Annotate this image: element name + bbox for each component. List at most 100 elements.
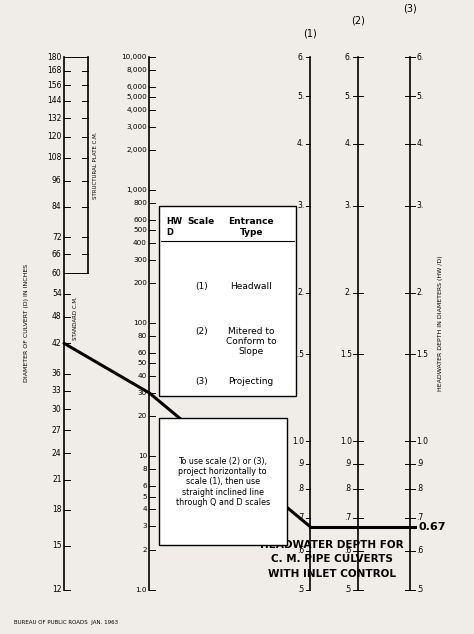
Text: 144: 144 <box>47 96 62 105</box>
Text: 100: 100 <box>133 320 147 327</box>
Text: 168: 168 <box>47 66 62 75</box>
Text: .5: .5 <box>345 585 352 594</box>
Text: (2): (2) <box>195 327 208 335</box>
Text: 2: 2 <box>142 547 147 553</box>
Text: 40: 40 <box>137 373 147 379</box>
Text: 96: 96 <box>52 176 62 185</box>
Text: .7: .7 <box>345 513 352 522</box>
Text: HW
D: HW D <box>166 217 182 237</box>
Text: 400: 400 <box>133 240 147 246</box>
Text: 1.0: 1.0 <box>136 586 147 593</box>
Text: 4.: 4. <box>345 139 352 148</box>
Text: 120: 120 <box>47 133 62 141</box>
Text: (3): (3) <box>195 377 208 386</box>
Text: STRUCTURAL PLATE C.M.: STRUCTURAL PLATE C.M. <box>93 131 99 199</box>
Text: DISCHARGE (Q) IN CFS: DISCHARGE (Q) IN CFS <box>161 288 166 359</box>
Text: 1.5: 1.5 <box>340 350 352 359</box>
FancyBboxPatch shape <box>159 206 296 396</box>
Text: 1,000: 1,000 <box>126 187 147 193</box>
Text: 2,000: 2,000 <box>126 147 147 153</box>
Text: .7: .7 <box>297 513 304 522</box>
Text: (1): (1) <box>195 282 208 291</box>
Text: .5: .5 <box>297 585 304 594</box>
Text: .6: .6 <box>345 546 352 555</box>
Text: 3: 3 <box>142 523 147 529</box>
Text: 18: 18 <box>52 505 62 514</box>
Text: 2.: 2. <box>345 288 352 297</box>
Text: .9: .9 <box>416 459 423 468</box>
Text: 60: 60 <box>137 350 147 356</box>
Text: 2.: 2. <box>416 288 423 297</box>
Text: 10: 10 <box>137 453 147 460</box>
Text: 15: 15 <box>52 541 62 550</box>
Text: 132: 132 <box>47 113 62 122</box>
Text: 180: 180 <box>47 53 62 61</box>
Text: 60: 60 <box>52 269 62 278</box>
Text: 3.: 3. <box>297 201 304 210</box>
Text: .6: .6 <box>416 546 423 555</box>
Text: 6.: 6. <box>297 53 304 61</box>
Text: 36: 36 <box>52 369 62 378</box>
Text: Mitered to
Conform to
Slope: Mitered to Conform to Slope <box>226 327 276 356</box>
Text: .5: .5 <box>416 585 423 594</box>
Text: WITH INLET CONTROL: WITH INLET CONTROL <box>268 569 396 579</box>
Text: 6.: 6. <box>416 53 423 61</box>
Text: Projecting: Projecting <box>228 377 274 386</box>
Text: 27: 27 <box>52 425 62 435</box>
Text: 156: 156 <box>47 81 62 89</box>
Text: .6: .6 <box>297 546 304 555</box>
Text: 4: 4 <box>142 507 147 512</box>
Text: 6.: 6. <box>345 53 352 61</box>
Text: .8: .8 <box>297 484 304 493</box>
FancyBboxPatch shape <box>159 418 287 545</box>
Text: .8: .8 <box>345 484 352 493</box>
Text: (3): (3) <box>403 4 417 14</box>
Text: 33: 33 <box>52 386 62 395</box>
Text: 3,000: 3,000 <box>126 124 147 130</box>
Text: 500: 500 <box>133 227 147 233</box>
Text: Scale: Scale <box>188 217 215 226</box>
Text: 5.: 5. <box>297 92 304 101</box>
Text: .8: .8 <box>416 484 423 493</box>
Text: 48: 48 <box>52 313 62 321</box>
Text: 54: 54 <box>52 289 62 299</box>
Text: 5: 5 <box>142 493 147 500</box>
Text: 1.5: 1.5 <box>416 350 428 359</box>
Text: 200: 200 <box>133 280 147 287</box>
Text: .9: .9 <box>297 459 304 468</box>
Text: 30: 30 <box>52 405 62 414</box>
Text: STANDARD C.M.: STANDARD C.M. <box>73 296 78 340</box>
Text: 3.: 3. <box>416 201 423 210</box>
Text: 42: 42 <box>52 339 62 348</box>
Text: 3.: 3. <box>345 201 352 210</box>
Text: 4,000: 4,000 <box>126 107 147 113</box>
Text: To use scale (2) or (3),
project horizontally to
scale (1), then use
straight in: To use scale (2) or (3), project horizon… <box>176 456 270 507</box>
Text: Headwall: Headwall <box>230 282 272 291</box>
Text: 24: 24 <box>52 449 62 458</box>
Text: 5.: 5. <box>416 92 423 101</box>
Text: BUREAU OF PUBLIC ROADS  JAN. 1963: BUREAU OF PUBLIC ROADS JAN. 1963 <box>14 620 118 625</box>
Text: 6,000: 6,000 <box>126 84 147 89</box>
Text: 72: 72 <box>52 233 62 242</box>
Text: 600: 600 <box>133 217 147 223</box>
Text: .7: .7 <box>416 513 423 522</box>
Text: 30: 30 <box>137 390 147 396</box>
Text: DIAMETER OF CULVERT (D) IN INCHES: DIAMETER OF CULVERT (D) IN INCHES <box>24 264 28 382</box>
Text: Entrance
Type: Entrance Type <box>228 217 274 237</box>
Text: HEADWATER DEPTH FOR: HEADWATER DEPTH FOR <box>260 540 404 550</box>
Text: 5,000: 5,000 <box>126 94 147 100</box>
Text: 66: 66 <box>52 250 62 259</box>
Text: 108: 108 <box>47 153 62 162</box>
Text: 5.: 5. <box>345 92 352 101</box>
Text: 8,000: 8,000 <box>126 67 147 73</box>
Text: C. M. PIPE CULVERTS: C. M. PIPE CULVERTS <box>271 554 393 564</box>
Text: 4.: 4. <box>297 139 304 148</box>
Text: 12: 12 <box>52 585 62 594</box>
Text: (1): (1) <box>303 28 318 38</box>
Text: 800: 800 <box>133 200 147 206</box>
Text: 80: 80 <box>137 333 147 339</box>
Text: 6: 6 <box>142 483 147 489</box>
Text: 50: 50 <box>137 360 147 366</box>
Text: .9: .9 <box>345 459 352 468</box>
Text: 1.0: 1.0 <box>340 437 352 446</box>
